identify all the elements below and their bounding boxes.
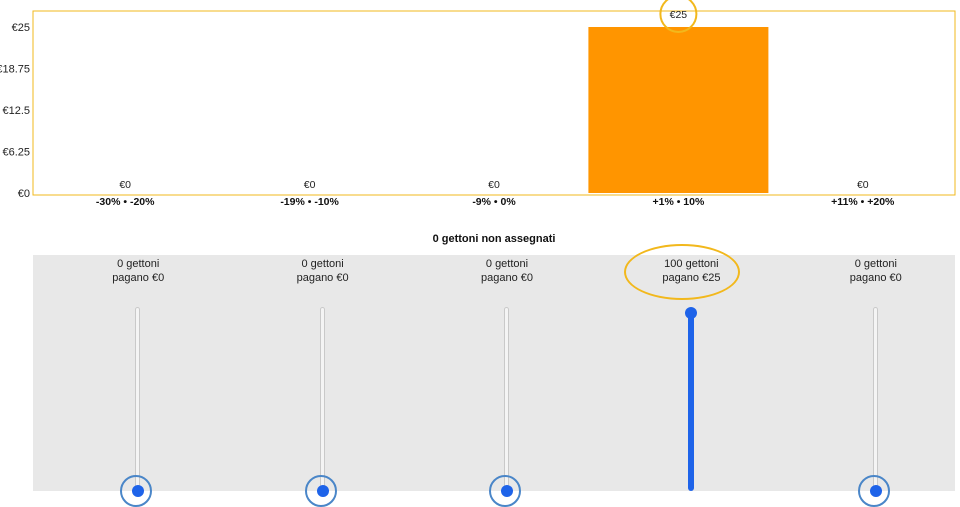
category-label: -9% • 0% bbox=[472, 196, 516, 208]
token-slider[interactable]: 0 gettoni pagano €0 bbox=[796, 255, 956, 507]
slider-payout-text: pagano €0 bbox=[112, 272, 165, 284]
token-slider[interactable]: 0 gettoni pagano €0 bbox=[427, 255, 587, 507]
y-tick-label: €25 bbox=[12, 22, 30, 34]
y-tick-label: €6.25 bbox=[2, 147, 30, 159]
slider-track[interactable] bbox=[135, 307, 141, 491]
bar-value-label: €0 bbox=[304, 179, 316, 191]
bar-chart: €0 €6.25 €12.5 €18.75 €25 €0 -30% • -20% €0 -19%… bbox=[0, 0, 956, 208]
caption-highlight-ring bbox=[624, 244, 741, 300]
slider-tokens-text: 0 gettoni bbox=[301, 258, 344, 270]
category-label: +11% • +20% bbox=[831, 196, 895, 208]
slider-thumb[interactable] bbox=[869, 485, 882, 497]
y-tick-label: €0 bbox=[18, 188, 30, 200]
chart-frame bbox=[32, 10, 956, 196]
slider-thumb[interactable] bbox=[685, 307, 698, 319]
token-slider[interactable]: 100 gettoni pagano €25 bbox=[611, 244, 771, 505]
slider-tokens-text: 0 gettoni bbox=[485, 258, 529, 270]
slider-tokens-text: 0 gettoni bbox=[854, 258, 897, 270]
y-tick-label: €12.5 bbox=[2, 105, 30, 117]
category-label: -30% • -20% bbox=[96, 196, 155, 208]
slider-track[interactable] bbox=[504, 307, 509, 491]
category-label: +1% • 10% bbox=[652, 196, 704, 208]
bar-value-label: €0 bbox=[857, 179, 869, 191]
unassigned-tokens-label: 0 gettoni non assegnati bbox=[432, 233, 556, 245]
slider-fill bbox=[688, 313, 695, 491]
bar bbox=[588, 27, 769, 193]
bar-value-label: €25 bbox=[670, 9, 688, 21]
slider-thumb[interactable] bbox=[316, 485, 329, 497]
slider-thumb[interactable] bbox=[132, 485, 145, 497]
category-label: -19% • -10% bbox=[280, 196, 339, 208]
slider-track[interactable] bbox=[319, 307, 325, 491]
y-tick-label: €18.75 bbox=[0, 64, 30, 76]
token-slider-panel: 0 gettoni pagano €0 0 gettoni pagano €0 0 ge… bbox=[33, 244, 955, 507]
value-highlight-circle bbox=[659, 0, 698, 33]
slider-caption: 0 gettoni pagano €0 bbox=[427, 257, 587, 285]
bar-value-label: €0 bbox=[488, 179, 500, 191]
slider-caption: 0 gettoni pagano €0 bbox=[796, 257, 956, 285]
bar-value-label: €0 bbox=[119, 179, 131, 191]
slider-caption: 0 gettoni pagano €0 bbox=[58, 257, 218, 285]
slider-caption: 0 gettoni pagano €0 bbox=[243, 257, 403, 285]
slider-track[interactable] bbox=[872, 307, 878, 491]
token-slider[interactable]: 0 gettoni pagano €0 bbox=[243, 255, 403, 507]
slider-payout-text: pagano €0 bbox=[849, 272, 902, 284]
slider-payout-text: pagano €0 bbox=[296, 272, 349, 284]
token-slider[interactable]: 0 gettoni pagano €0 bbox=[58, 255, 218, 507]
slider-payout-text: pagano €0 bbox=[481, 272, 533, 284]
slider-tokens-text: 0 gettoni bbox=[117, 258, 160, 270]
slider-thumb[interactable] bbox=[501, 485, 513, 497]
